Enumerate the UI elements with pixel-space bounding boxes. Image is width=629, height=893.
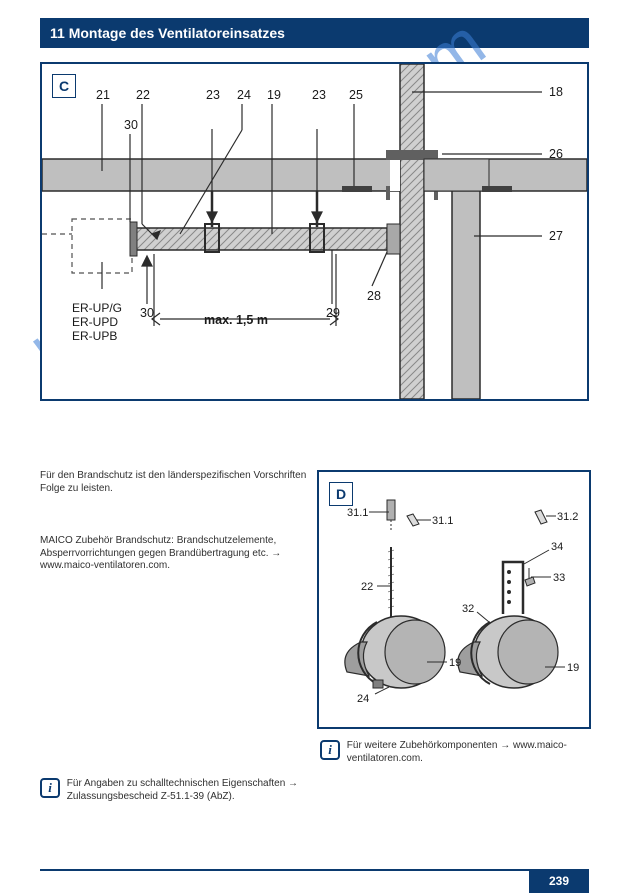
callout-d19a: 19 [449, 657, 461, 669]
info-block-1: i Für Angaben zu schalltechnischen Eigen… [40, 778, 310, 803]
figure-c-diagram: 21 22 23 24 19 23 25 30 18 26 27 28 29 3… [42, 64, 587, 399]
callout-d34: 34 [551, 541, 563, 553]
figure-c: C [40, 62, 589, 401]
callout-d24: 24 [357, 693, 369, 705]
callout-25: 25 [349, 88, 363, 102]
callout-22: 22 [136, 88, 150, 102]
device-label-1: ER-UPD [72, 315, 118, 329]
callout-d19b: 19 [567, 662, 579, 674]
callout-19: 19 [267, 88, 281, 102]
callout-21: 21 [96, 88, 110, 102]
info-icon: i [320, 740, 340, 760]
callout-d33: 33 [553, 572, 565, 584]
figure-d: D [317, 470, 591, 729]
callout-24: 24 [237, 88, 251, 102]
footer-rule [40, 869, 589, 871]
callout-d32: 32 [462, 603, 474, 615]
info-block-2: i Für weitere Zubehörkomponenten → www.m… [320, 740, 588, 765]
callout-31-2: 31.2 [557, 511, 578, 523]
callout-31-1a: 31.1 [347, 507, 368, 519]
para-2: MAICO Zubehör Brandschutz: Brandschutzel… [40, 535, 310, 573]
figure-d-diagram: 31.1 31.1 22 19 24 31.2 34 33 32 19 [319, 472, 589, 727]
callout-d22: 22 [361, 581, 373, 593]
info-icon: i [40, 778, 60, 798]
callout-29: 29 [326, 306, 340, 320]
page-title: 11 Montage des Ventilatoreinsatzes [50, 18, 285, 48]
page-number: 239 [529, 869, 589, 893]
dimension-label: max. 1,5 m [204, 313, 268, 327]
callout-30a: 30 [124, 118, 138, 132]
para-1: Für den Brandschutz ist den länderspezif… [40, 470, 310, 495]
callout-31-1b: 31.1 [432, 515, 453, 527]
device-label-0: ER-UP/G [72, 301, 122, 315]
info-text-1: Für Angaben zu schalltechnischen Eigensc… [67, 778, 307, 803]
callout-30b: 30 [140, 306, 154, 320]
info-text-2: Für weitere Zubehörkomponenten → www.mai… [347, 740, 583, 765]
callout-18: 18 [549, 85, 563, 99]
callout-28: 28 [367, 289, 381, 303]
callout-23a: 23 [206, 88, 220, 102]
device-label-2: ER-UPB [72, 329, 117, 343]
callout-23b: 23 [312, 88, 326, 102]
callout-27: 27 [549, 229, 563, 243]
callout-26: 26 [549, 147, 563, 161]
